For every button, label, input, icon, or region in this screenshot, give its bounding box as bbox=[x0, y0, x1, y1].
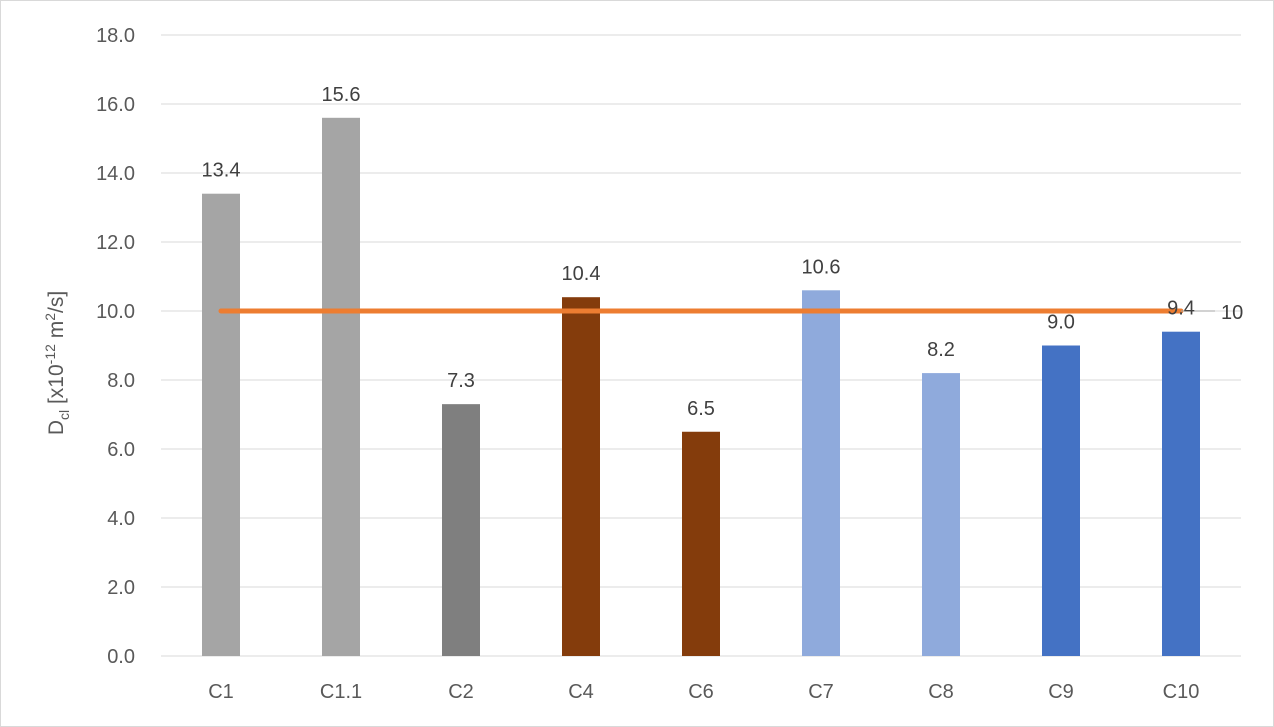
bar-c4 bbox=[562, 297, 600, 656]
y-tick-label: 14.0 bbox=[96, 163, 135, 185]
data-label: 8.2 bbox=[927, 339, 955, 361]
x-tick-label: C4 bbox=[568, 681, 594, 703]
data-labels: 13.4 15.6 7.3 10.4 6.5 10.6 8.2 9.0 9.4 bbox=[202, 84, 1195, 420]
data-label: 13.4 bbox=[202, 160, 241, 182]
x-tick-label: C2 bbox=[448, 681, 474, 703]
y-tick-label: 4.0 bbox=[107, 508, 135, 530]
x-tick-label: C1.1 bbox=[320, 681, 362, 703]
data-label: 7.3 bbox=[447, 370, 475, 392]
data-label: 9.0 bbox=[1047, 312, 1075, 334]
y-axis-title: Dcl [x10-12 m2/s] bbox=[42, 291, 72, 435]
bar-c9 bbox=[1042, 345, 1080, 656]
data-label: 6.5 bbox=[687, 398, 715, 420]
x-tick-label: C6 bbox=[688, 681, 714, 703]
bar-c8 bbox=[922, 373, 960, 656]
x-tick-label: C8 bbox=[928, 681, 954, 703]
reference-line-label: 10 bbox=[1221, 302, 1243, 324]
y-tick-label: 16.0 bbox=[96, 94, 135, 116]
bars bbox=[202, 117, 1200, 657]
bar-c1-1 bbox=[322, 117, 360, 657]
x-axis-ticks: C1 C1.1 C2 C4 C6 C7 C8 C9 C10 bbox=[208, 681, 1199, 703]
x-tick-label: C7 bbox=[808, 681, 834, 703]
bar-c2 bbox=[442, 404, 480, 656]
y-tick-label: 8.0 bbox=[107, 370, 135, 392]
x-tick-label: C1 bbox=[208, 681, 234, 703]
bar-c7 bbox=[802, 290, 840, 656]
bar-c10 bbox=[1162, 331, 1200, 656]
bar-c6 bbox=[682, 431, 720, 656]
reference-line-group: 10 bbox=[218, 302, 1243, 324]
y-axis-ticks: 0.0 2.0 4.0 6.0 8.0 10.0 12.0 14.0 16.0 18.0 bbox=[96, 25, 135, 668]
data-label: 10.4 bbox=[562, 263, 601, 285]
data-label: 15.6 bbox=[322, 84, 361, 106]
data-label: 9.4 bbox=[1167, 298, 1195, 320]
y-tick-label: 18.0 bbox=[96, 25, 135, 47]
y-tick-label: 2.0 bbox=[107, 577, 135, 599]
data-label: 10.6 bbox=[802, 256, 841, 278]
y-tick-label: 12.0 bbox=[96, 232, 135, 254]
y-tick-label: 6.0 bbox=[107, 439, 135, 461]
y-tick-label: 10.0 bbox=[96, 301, 135, 323]
x-tick-label: C9 bbox=[1048, 681, 1074, 703]
x-tick-label: C10 bbox=[1163, 681, 1200, 703]
bar-c1 bbox=[202, 193, 240, 656]
y-tick-label: 0.0 bbox=[107, 646, 135, 668]
